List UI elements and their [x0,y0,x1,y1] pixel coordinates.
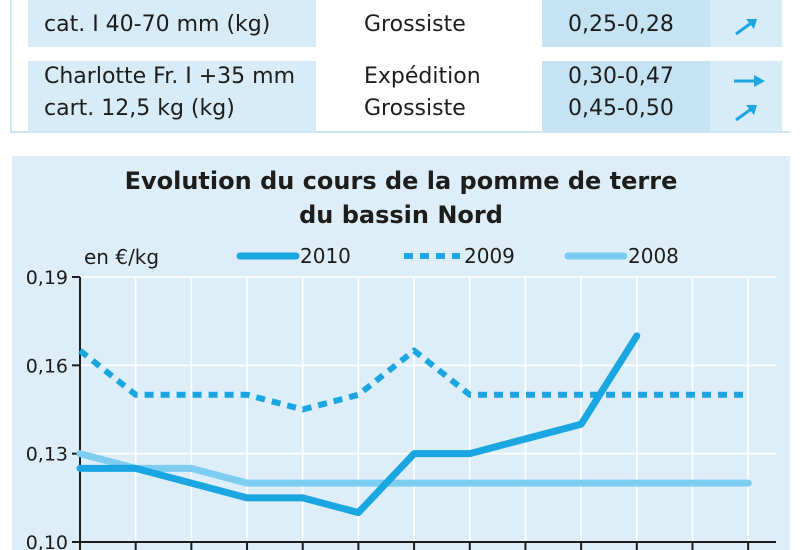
chart-title-line: du bassin Nord [299,201,503,229]
price-table: cat. I 40-70 mm (kg) Grossiste 0,25-0,28… [0,0,800,140]
market-line: Grossiste [364,96,466,121]
price-cell: 0,30-0,47 0,45-0,50 [542,61,710,131]
table-row: Charlotte Fr. I +35 mm cart. 12,5 kg (kg… [28,61,782,131]
series-line-2008 [76,450,752,487]
trend-stable-icon [734,75,765,87]
y-tick-label: 0,19 [26,267,68,289]
legend-label: 2010 [300,244,351,268]
trend-up-icon [735,105,757,122]
price-cell: 0,25-0,28 [542,0,710,47]
market-line: Expédition [364,64,481,89]
legend-label: 2009 [464,244,515,268]
price-line: 0,30-0,47 [568,64,674,89]
chart-panel: Evolution du cours de la pomme de terre … [12,156,790,550]
product-line: Charlotte Fr. I +35 mm [44,64,296,89]
axes: 0,19 0,16 0,13 0,10 [26,267,776,550]
chart-title: Evolution du cours de la pomme de terre … [12,164,790,232]
line-chart: 0,19 0,16 0,13 0,10 2010 2009 2008 en €/kg [26,244,776,550]
chart-title-line: Evolution du cours de la pomme de terre [124,167,678,195]
trend-cell [710,61,782,131]
price-line: 0,25-0,28 [568,12,674,37]
market-cell: Grossiste [316,0,570,47]
series-line-2009 [78,347,749,413]
legend: 2010 2009 2008 [236,244,679,268]
trend-cell [710,0,782,47]
product-cell: Charlotte Fr. I +35 mm cart. 12,5 kg (kg… [28,61,316,131]
series-line-2010 [76,332,641,517]
price-line: 0,45-0,50 [568,96,674,121]
legend-label: 2008 [628,244,679,268]
y-tick-label: 0,16 [26,355,68,377]
table-row: cat. I 40-70 mm (kg) Grossiste 0,25-0,28 [28,0,782,47]
y-tick-label: 0,13 [26,444,68,466]
y-axis-label: en €/kg [84,245,159,269]
market-cell: Expédition Grossiste [316,61,570,131]
trend-up-icon [735,19,757,36]
grid [79,276,776,543]
y-tick-label: 0,10 [26,532,68,550]
table-frame [10,0,790,133]
product-line: cat. I 40-70 mm (kg) [44,12,271,37]
series-lines [76,332,752,517]
product-cell: cat. I 40-70 mm (kg) [28,0,316,47]
product-line: cart. 12,5 kg (kg) [44,96,235,121]
market-line: Grossiste [364,12,466,37]
